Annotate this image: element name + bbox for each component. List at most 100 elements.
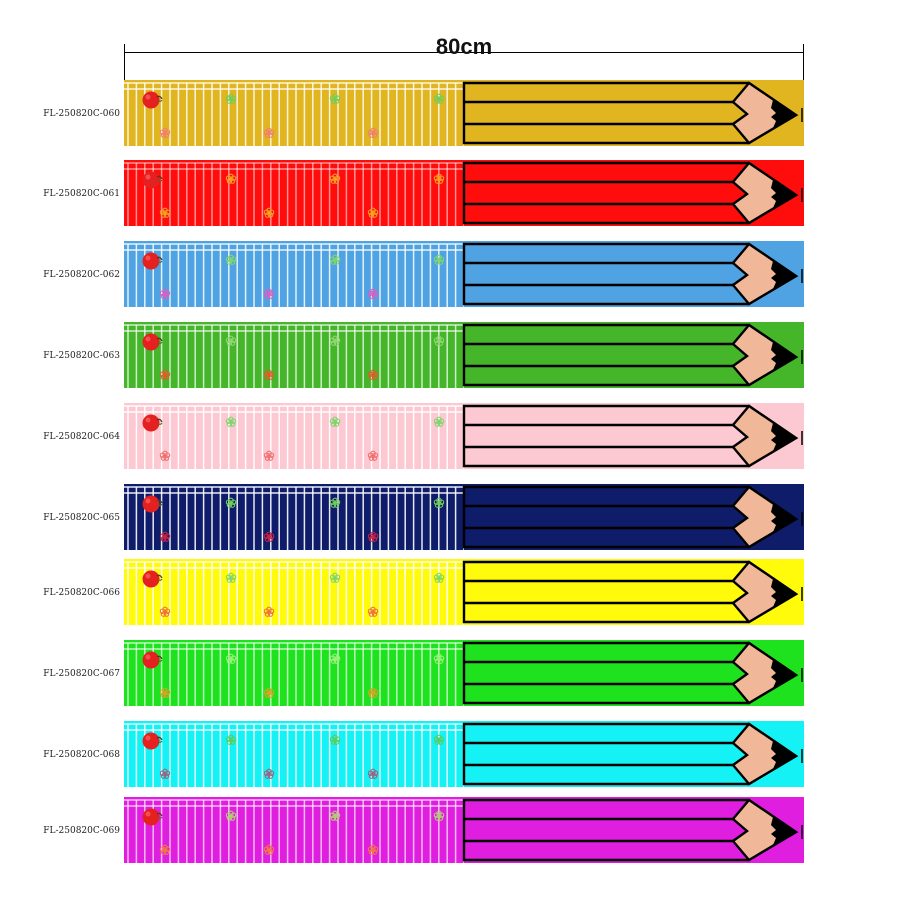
ribbon-swatch [124,322,804,388]
apple-icon [142,91,163,109]
pencil-graphic [462,241,804,307]
fence-pattern [124,721,465,787]
product-code: FL-250820C-060 [43,109,120,119]
apple-icon [142,414,163,432]
flower-icon [329,93,341,104]
pencil-graphic [462,80,804,146]
flower-icon [367,369,379,380]
swatch-row: FL-250820C-062 [0,241,900,309]
fence-pattern [124,160,465,226]
fence-pattern [124,403,465,469]
flower-icon [367,606,379,617]
apple-icon [142,732,163,750]
pencil-graphic [462,559,804,625]
swatch-row: FL-250820C-064 [0,403,900,471]
flower-icon [433,572,445,583]
flower-icon [367,531,379,542]
flower-icon [367,687,379,698]
flower-icon [225,810,237,821]
flower-icon [225,173,237,184]
flower-icon [329,335,341,346]
flower-icon [263,844,275,855]
ribbon-swatch [124,160,804,226]
pencil-graphic [462,484,804,550]
flower-icon [367,207,379,218]
swatch-row: FL-250820C-065 [0,484,900,552]
flower-icon [263,687,275,698]
ribbon-swatch [124,484,804,550]
flower-icon [263,450,275,461]
fence-pattern [124,80,465,146]
fence-pattern [124,484,465,550]
dimension-bar: 80cm [124,34,804,82]
flower-icon [367,450,379,461]
swatch-row: FL-250820C-066 [0,559,900,627]
ribbon-swatch [124,241,804,307]
product-code: FL-250820C-066 [43,588,120,598]
apple-icon [142,333,163,351]
flower-icon [263,768,275,779]
flower-icon [367,127,379,138]
product-code: FL-250820C-062 [43,270,120,280]
apple-icon [142,651,163,669]
dimension-tick-left [124,44,125,82]
flower-icon [433,416,445,427]
flower-icon [433,93,445,104]
flower-icon [263,606,275,617]
ribbon-swatch [124,797,804,863]
flower-icon [159,844,171,855]
swatch-row: FL-250820C-061 [0,160,900,228]
flower-icon [263,531,275,542]
flower-icon [329,254,341,265]
apple-icon [142,252,163,270]
fence-pattern [124,640,465,706]
flower-icon [159,369,171,380]
fence-pattern [124,322,465,388]
flower-icon [225,254,237,265]
ribbon-swatch [124,80,804,146]
flower-icon [433,254,445,265]
fence-pattern [124,241,465,307]
fence-pattern [124,797,465,863]
ribbon-swatch [124,640,804,706]
flower-icon [433,810,445,821]
product-code: FL-250820C-065 [43,513,120,523]
flower-icon [225,93,237,104]
ribbon-swatch [124,403,804,469]
pencil-graphic [462,797,804,863]
flower-icon [159,768,171,779]
flower-icon [367,768,379,779]
flower-icon [159,450,171,461]
flower-icon [263,207,275,218]
flower-icon [159,207,171,218]
flower-icon [433,497,445,508]
apple-icon [142,171,163,189]
pencil-graphic [462,640,804,706]
flower-icon [225,416,237,427]
flower-icon [159,288,171,299]
flower-icon [225,335,237,346]
swatch-row: FL-250820C-069 [0,797,900,865]
flower-icon [225,572,237,583]
flower-icon [329,416,341,427]
flower-icon [225,653,237,664]
flower-icon [367,844,379,855]
swatch-row: FL-250820C-063 [0,322,900,390]
flower-icon [263,288,275,299]
flower-icon [433,173,445,184]
apple-icon [142,808,163,826]
pencil-graphic [462,403,804,469]
swatch-row: FL-250820C-067 [0,640,900,708]
apple-icon [142,570,163,588]
product-code: FL-250820C-063 [43,351,120,361]
ribbon-swatch [124,559,804,625]
pencil-graphic [462,721,804,787]
ribbon-swatch [124,721,804,787]
swatch-row: FL-250820C-068 [0,721,900,789]
pencil-graphic [462,160,804,226]
dimension-line [124,52,804,53]
flower-icon [433,335,445,346]
flower-icon [329,734,341,745]
flower-icon [329,173,341,184]
